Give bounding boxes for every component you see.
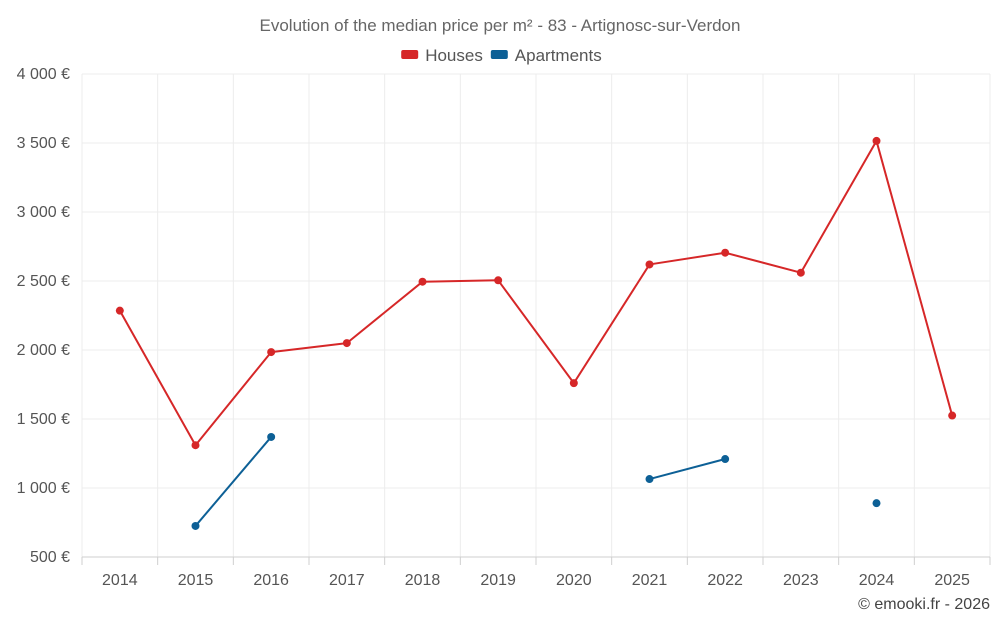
legend-swatch-apartments	[490, 50, 508, 59]
apartments-point-2021[interactable]	[645, 475, 654, 484]
series-apartments	[191, 432, 881, 530]
legend-item-apartments[interactable]: Apartments	[490, 46, 602, 65]
x-tick-label: 2018	[405, 572, 441, 589]
legend-label-apartments: Apartments	[515, 46, 602, 65]
houses-point-2017[interactable]	[342, 339, 351, 348]
x-tick-label: 2014	[102, 572, 138, 589]
y-tick-label: 3 000 €	[17, 204, 70, 221]
x-tick-label: 2017	[329, 572, 365, 589]
houses-point-2024[interactable]	[872, 136, 881, 145]
apartments-line	[194, 435, 273, 527]
x-tick-label: 2022	[707, 572, 743, 589]
x-tick-label: 2024	[859, 572, 895, 589]
x-tick-label: 2016	[253, 572, 289, 589]
x-tick-label: 2015	[178, 572, 214, 589]
apartments-line	[648, 458, 727, 481]
x-tick-label: 2020	[556, 572, 592, 589]
y-tick-label: 3 500 €	[17, 135, 70, 152]
houses-point-2025[interactable]	[948, 411, 957, 420]
apartments-point-2016[interactable]	[267, 432, 276, 441]
houses-point-2021[interactable]	[645, 260, 654, 269]
x-axis: 2014 2015 2016 2017 2018 2019 2020 2021 2022 2023…	[81, 556, 991, 589]
houses-point-2015[interactable]	[191, 441, 200, 450]
x-tick-label: 2023	[783, 572, 819, 589]
houses-point-2018[interactable]	[418, 277, 427, 286]
series-layer	[115, 136, 957, 530]
x-tick-label: 2019	[480, 572, 516, 589]
houses-point-2023[interactable]	[796, 268, 805, 277]
apartments-point-2022[interactable]	[721, 455, 730, 464]
y-tick-label: 2 500 €	[17, 273, 70, 290]
series-houses	[115, 136, 957, 450]
y-tick-label: 500 €	[30, 549, 70, 566]
apartments-point-2024[interactable]	[872, 499, 881, 508]
legend: Houses Apartments	[401, 46, 602, 65]
y-tick-label: 1 500 €	[17, 411, 70, 428]
apartments-point-2015[interactable]	[191, 521, 200, 530]
chart-title: Evolution of the median price per m² - 8…	[260, 16, 741, 35]
houses-point-2019[interactable]	[494, 276, 503, 285]
houses-point-2020[interactable]	[569, 379, 578, 388]
x-tick-label: 2021	[632, 572, 668, 589]
legend-swatch-houses	[401, 50, 419, 59]
legend-label-houses: Houses	[425, 46, 483, 65]
houses-point-2014[interactable]	[115, 306, 124, 315]
y-tick-label: 1 000 €	[17, 480, 70, 497]
credit-text: © emooki.fr - 2026	[858, 596, 990, 613]
y-tick-label: 4 000 €	[17, 66, 70, 83]
legend-item-houses[interactable]: Houses	[401, 46, 483, 65]
y-tick-label: 2 000 €	[17, 342, 70, 359]
y-axis: 500 € 1 000 € 1 500 € 2 000 € 2 500 € 3 000 €…	[17, 66, 70, 566]
houses-line	[118, 139, 954, 447]
houses-point-2022[interactable]	[721, 248, 730, 257]
houses-point-2016[interactable]	[267, 348, 276, 357]
x-tick-label: 2025	[934, 572, 970, 589]
grid	[81, 73, 991, 557]
